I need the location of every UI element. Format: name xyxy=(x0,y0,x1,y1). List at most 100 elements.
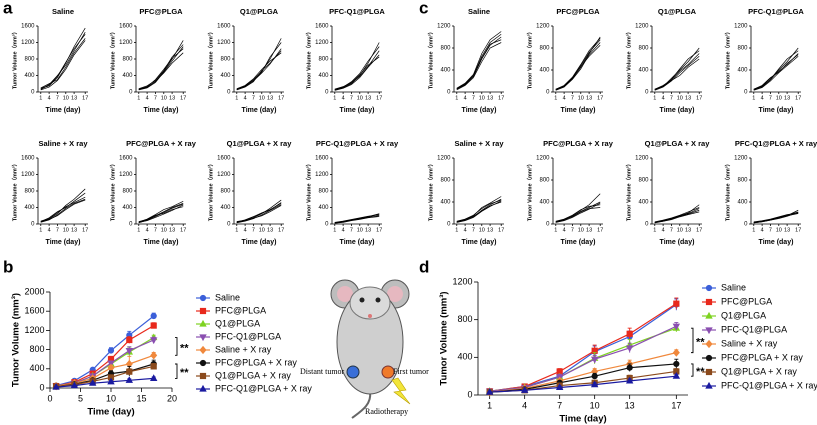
y-axis-label: Tumor Volume（mm³） xyxy=(723,161,731,221)
x-tick-label: 4 xyxy=(662,227,665,233)
x-tick-label: 17 xyxy=(795,95,801,101)
mouse-diagram xyxy=(330,279,411,419)
x-tick-label: 1 xyxy=(554,95,557,101)
y-tick-label: 1600 xyxy=(217,24,231,30)
marker xyxy=(590,380,599,388)
y-tick-label: 1200 xyxy=(437,156,451,162)
y-axis-label: Tumor Volume (mm³) xyxy=(439,291,450,385)
series-line xyxy=(555,193,601,223)
x-tick-label: 7 xyxy=(472,95,475,101)
series-line xyxy=(40,188,86,223)
x-tick-label: 13 xyxy=(267,227,273,233)
marker xyxy=(673,360,680,368)
y-tick-label: 800 xyxy=(318,189,329,195)
x-axis-label: Time (day) xyxy=(87,407,134,418)
x-tick-label: 4 xyxy=(522,400,527,410)
legend-label: PFC@PLGA + X ray xyxy=(721,352,803,362)
marker xyxy=(520,386,529,393)
x-axis-label: Time (day) xyxy=(144,107,179,114)
y-tick-label: 0 xyxy=(744,222,748,228)
x-tick-label: 10 xyxy=(161,227,167,233)
y-axis-label: Tumor Volume（mm³） xyxy=(304,29,312,89)
x-tick-label: 7 xyxy=(571,95,574,101)
series-line xyxy=(40,40,86,91)
y-tick-label: 1600 xyxy=(217,156,231,162)
panel-label: d xyxy=(419,257,429,276)
series-line xyxy=(654,208,700,223)
series-line xyxy=(334,213,380,224)
series-line xyxy=(753,54,799,90)
series-line xyxy=(555,42,601,91)
series-line xyxy=(555,45,601,91)
marker xyxy=(199,294,207,302)
legend-label: PFC-Q1@PLGA xyxy=(215,331,281,341)
y-tick-label: 0 xyxy=(645,90,649,96)
series-line xyxy=(654,47,700,91)
y-tick-label: 1200 xyxy=(119,172,133,178)
annotation: ** xyxy=(696,366,705,378)
y-tick-label: 0 xyxy=(39,382,44,392)
x-tick-label: 1 xyxy=(333,95,336,101)
series-line xyxy=(753,47,799,91)
x-axis-label: Time (day) xyxy=(561,239,596,246)
y-tick-label: 400 xyxy=(737,200,748,206)
y-tick-label: 400 xyxy=(440,200,451,206)
y-tick-label: 800 xyxy=(318,57,329,63)
x-tick-label: 13 xyxy=(487,227,493,233)
y-tick-label: 1600 xyxy=(21,24,35,30)
x-tick-label: 1 xyxy=(653,95,656,101)
x-axis-label: Time (day) xyxy=(340,239,375,246)
marker xyxy=(125,347,134,355)
marker xyxy=(126,336,133,344)
chart-title: Q1@PLGA + X ray xyxy=(227,139,293,148)
bracket xyxy=(175,363,178,379)
marker xyxy=(705,381,713,389)
x-tick-label: 20 xyxy=(167,393,177,403)
marker xyxy=(107,347,115,354)
x-tick-label: 1 xyxy=(333,227,336,233)
series-line xyxy=(334,214,380,223)
x-tick-label: 4 xyxy=(464,95,467,101)
bracket xyxy=(691,327,694,354)
legend-label: Q1@PLGA + X ray xyxy=(215,370,291,380)
x-tick-label: 13 xyxy=(71,227,77,233)
marker xyxy=(199,359,207,367)
series-line xyxy=(334,54,380,91)
series-line xyxy=(654,211,700,224)
y-tick-label: 2000 xyxy=(24,286,44,296)
annotation: ** xyxy=(180,342,189,354)
y-tick-label: 800 xyxy=(122,57,133,63)
x-tick-label: 10 xyxy=(590,400,600,410)
marker xyxy=(705,368,713,376)
series-line xyxy=(654,207,700,223)
y-tick-label: 0 xyxy=(31,222,35,228)
x-tick-label: 4 xyxy=(662,95,665,101)
x-tick-label: 4 xyxy=(146,227,149,233)
x-tick-label: 13 xyxy=(169,95,175,101)
marker xyxy=(705,298,713,306)
x-tick-label: 4 xyxy=(48,227,51,233)
y-tick-label: 800 xyxy=(539,178,550,184)
series-line xyxy=(489,375,677,393)
x-tick-label: 17 xyxy=(795,227,801,233)
x-tick-label: 10 xyxy=(578,95,584,101)
series-line xyxy=(456,33,502,90)
legend-label: PFC@PLGA xyxy=(215,305,266,315)
y-tick-label: 1200 xyxy=(734,24,748,30)
series-line xyxy=(753,212,799,223)
diagram-label: First tumor xyxy=(393,367,429,376)
y-tick-label: 800 xyxy=(737,178,748,184)
x-axis-label: Time (day) xyxy=(462,107,497,114)
x-tick-label: 4 xyxy=(342,227,345,233)
y-tick-label: 800 xyxy=(220,57,231,63)
series-line xyxy=(555,201,601,223)
series-line xyxy=(138,46,184,91)
x-axis-label: Time (day) xyxy=(561,107,596,114)
legend-label: Saline + X ray xyxy=(721,338,778,348)
x-tick-label: 7 xyxy=(557,400,562,410)
series-line xyxy=(654,58,700,90)
x-tick-label: 17 xyxy=(82,227,88,233)
x-tick-label: 1 xyxy=(752,227,755,233)
series-line xyxy=(236,42,282,90)
x-tick-label: 13 xyxy=(685,227,691,233)
